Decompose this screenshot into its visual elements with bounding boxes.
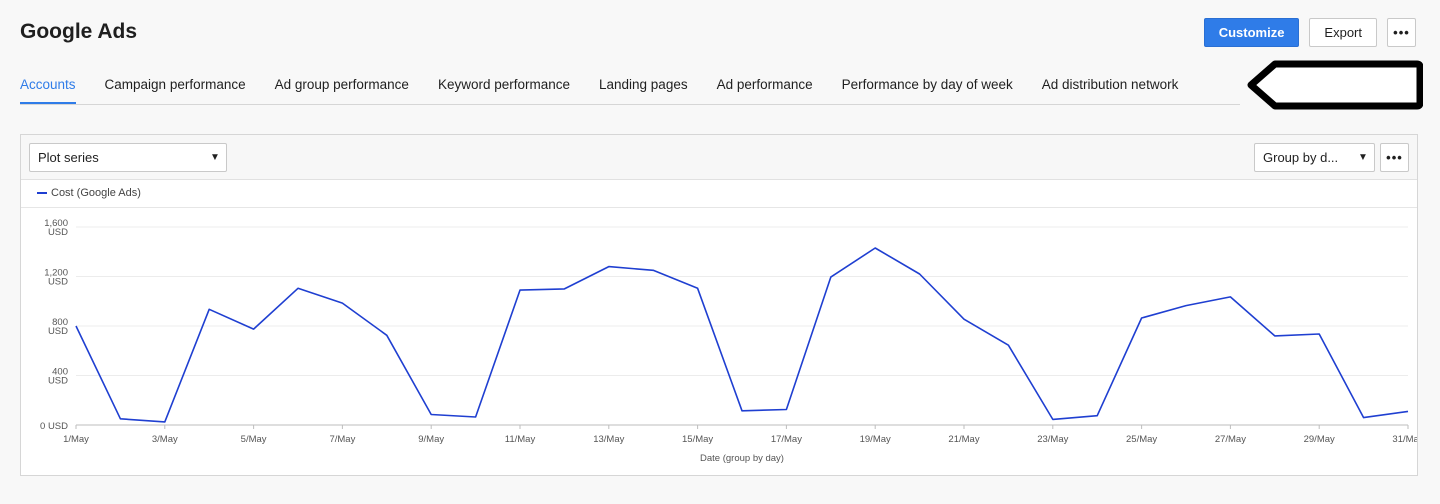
chart-legend: Cost (Google Ads) xyxy=(21,179,1417,208)
tab-ad-group-performance[interactable]: Ad group performance xyxy=(274,77,409,92)
tab-performance-by-day-of-week[interactable]: Performance by day of week xyxy=(841,77,1013,92)
tab-landing-pages[interactable]: Landing pages xyxy=(599,77,688,92)
chart-panel: Plot series ▼ Group by d... ▼ ••• Cost (… xyxy=(20,134,1418,476)
tab-keyword-performance[interactable]: Keyword performance xyxy=(437,77,570,92)
tab-accounts[interactable]: Accounts xyxy=(20,66,76,104)
y-tick-label: 0 USD xyxy=(40,421,68,432)
customize-button[interactable]: Customize xyxy=(1203,18,1300,47)
x-tick-label: 19/May xyxy=(860,434,891,445)
x-tick-label: 21/May xyxy=(948,434,979,445)
tab-ad-distribution-network[interactable]: Ad distribution network xyxy=(1041,77,1179,92)
y-tick-label: 400 USD xyxy=(48,367,68,387)
group-by-label: Group by d... xyxy=(1263,150,1339,165)
x-tick-label: 23/May xyxy=(1037,434,1068,445)
more-options-button[interactable]: ••• xyxy=(1387,18,1416,47)
x-tick-label: 7/May xyxy=(329,434,355,445)
x-axis-label: Date (group by day) xyxy=(700,453,784,464)
plot-series-label: Plot series xyxy=(38,150,99,165)
page-title: Google Ads xyxy=(20,20,138,43)
y-tick-label: 1,600 USD xyxy=(44,218,68,238)
x-tick-label: 25/May xyxy=(1126,434,1157,445)
tab-campaign-performance[interactable]: Campaign performance xyxy=(104,77,246,92)
plot-series-dropdown[interactable]: Plot series ▼ xyxy=(29,143,227,172)
legend-entry[interactable]: Cost (Google Ads) xyxy=(51,187,141,199)
chart-more-options-button[interactable]: ••• xyxy=(1380,143,1409,172)
x-tick-label: 17/May xyxy=(771,434,802,445)
x-tick-label: 9/May xyxy=(418,434,444,445)
x-tick-label: 11/May xyxy=(505,434,536,445)
chevron-down-icon: ▼ xyxy=(210,152,220,163)
tab-ad-performance[interactable]: Ad performance xyxy=(716,77,813,92)
x-tick-label: 5/May xyxy=(241,434,267,445)
report-tabs: Accounts Campaign performance Ad group p… xyxy=(20,66,1240,105)
x-tick-label: 3/May xyxy=(152,434,178,445)
header-actions: Customize Export ••• xyxy=(1203,18,1416,47)
group-by-dropdown[interactable]: Group by d... ▼ xyxy=(1254,143,1375,172)
export-button[interactable]: Export xyxy=(1309,18,1377,47)
x-tick-label: 27/May xyxy=(1215,434,1246,445)
legend-swatch xyxy=(37,192,47,194)
chevron-down-icon: ▼ xyxy=(1358,152,1368,163)
line-chart: 0 USD 400 USD 800 USD 1,200 USD 1,600 USD 1/May 3/… xyxy=(40,218,1417,464)
x-tick-label: 13/May xyxy=(593,434,624,445)
x-tick-label: 31/May xyxy=(1392,434,1417,445)
x-tick-label: 29/May xyxy=(1304,434,1335,445)
x-tick-label: 15/May xyxy=(682,434,713,445)
y-tick-label: 1,200 USD xyxy=(44,268,68,288)
y-tick-label: 800 USD xyxy=(48,317,68,337)
redaction-shape xyxy=(1247,60,1423,110)
x-tick-label: 1/May xyxy=(63,434,89,445)
chart-toolbar: Plot series ▼ Group by d... ▼ ••• xyxy=(21,135,1417,180)
series-line xyxy=(75,247,1409,423)
